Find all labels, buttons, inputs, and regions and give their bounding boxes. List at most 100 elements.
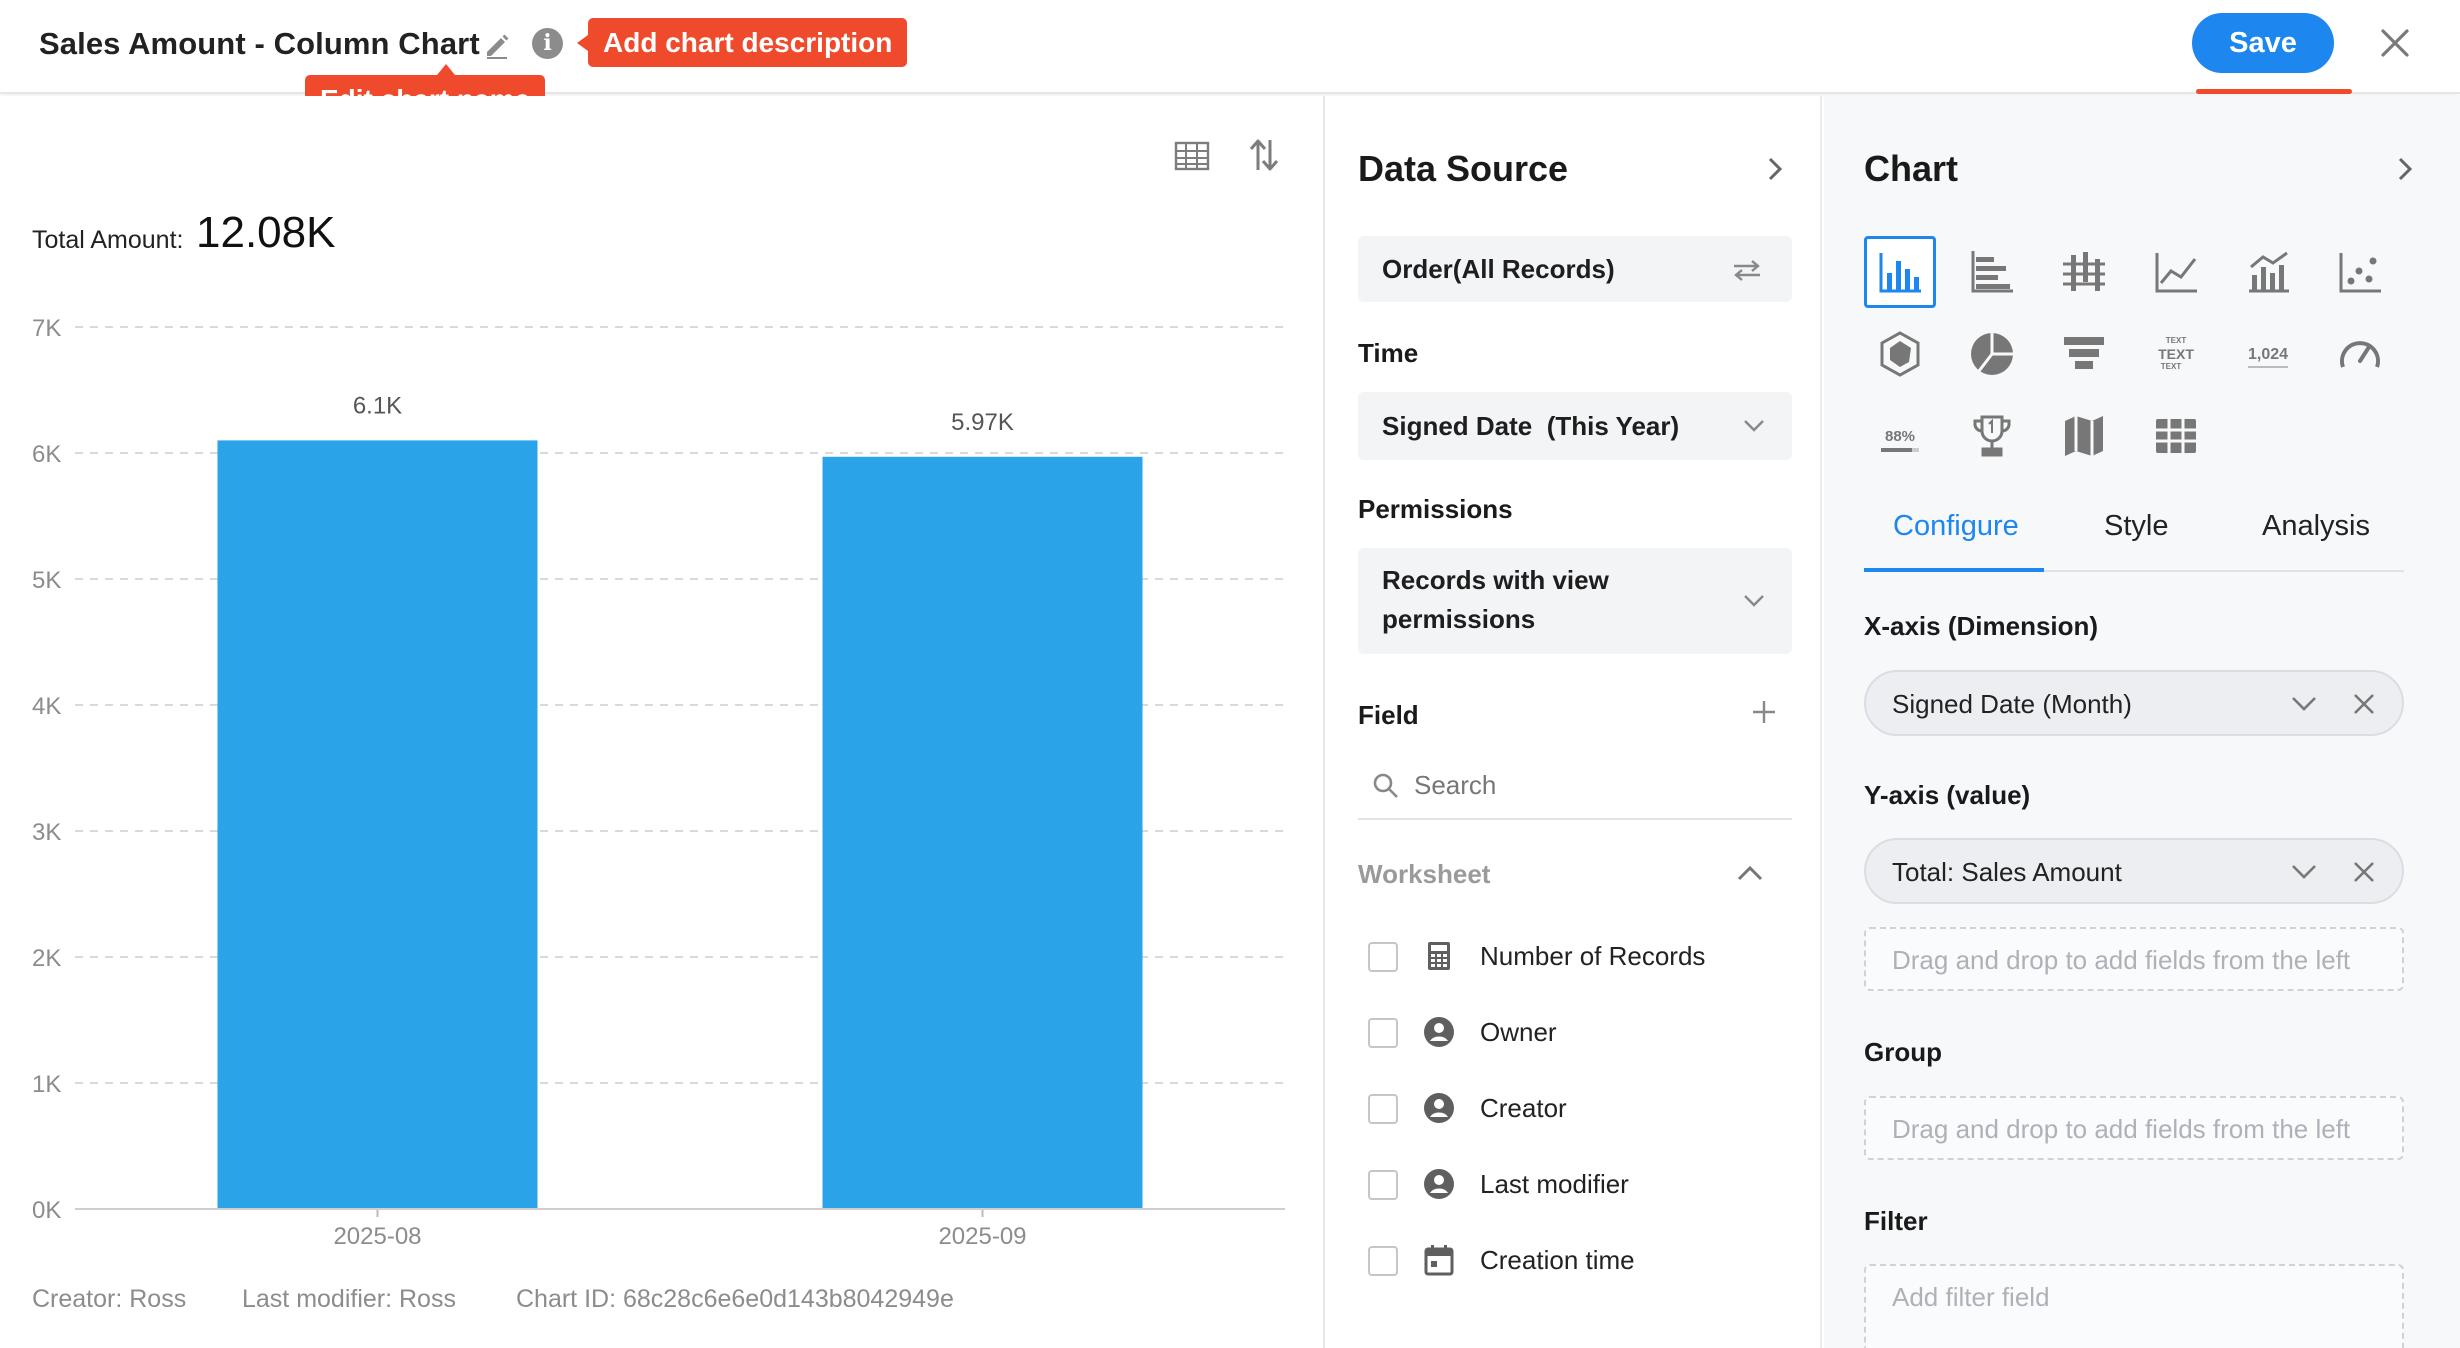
pie-chart-icon[interactable] [1956, 318, 2028, 390]
y-tick-label: 1K [32, 1071, 61, 1098]
remove-icon[interactable] [2350, 690, 2378, 718]
data-source-title: Data Source [1358, 148, 1569, 189]
y-tick-label: 0K [32, 1197, 61, 1224]
y-axis-value: Total: Sales Amount [1892, 857, 2122, 887]
chevron-down-icon[interactable] [2290, 862, 2318, 882]
field-search-input[interactable]: Search [1358, 758, 1792, 820]
footer-last-modifier: Last modifier: Ross [242, 1285, 456, 1313]
permissions-selector[interactable]: Records with view permissions [1358, 548, 1792, 654]
gauge-icon[interactable] [2324, 318, 2396, 390]
swap-icon[interactable] [1730, 258, 1764, 282]
field-label-text: Creator [1480, 1093, 1567, 1123]
table-view-icon[interactable] [1174, 140, 1210, 172]
word-cloud-icon[interactable]: TEXT TEXT TEXT [2140, 318, 2212, 390]
callout-add-description: Add chart description [576, 18, 908, 67]
total-amount-value: 12.08K [196, 208, 336, 257]
field-checkbox[interactable] [1368, 1246, 1398, 1276]
field-checkbox[interactable] [1368, 1094, 1398, 1124]
filter-label: Filter [1864, 1206, 1928, 1236]
group-dropzone[interactable]: Drag and drop to add fields from the lef… [1864, 1096, 2404, 1160]
worksheet-field-row[interactable]: Creator [1368, 1084, 1788, 1132]
svg-text:TEXT: TEXT [2161, 362, 2182, 371]
y-axis-dropzone[interactable]: Drag and drop to add fields from the lef… [1864, 927, 2404, 991]
worksheet-label[interactable]: Worksheet [1358, 859, 1491, 889]
combo-chart-icon[interactable] [2232, 236, 2304, 308]
pencil-icon[interactable] [481, 28, 513, 60]
line-chart-icon[interactable] [2140, 236, 2212, 308]
time-value: Signed Date (This Year) [1382, 411, 1680, 441]
radar-chart-icon[interactable] [1864, 318, 1936, 390]
chevron-down-icon [1744, 595, 1764, 607]
field-checkbox[interactable] [1368, 942, 1398, 972]
worksheet-field-row[interactable]: Number of Records [1368, 932, 1788, 980]
tabs-divider [1864, 570, 2404, 572]
field-label-text: Number of Records [1480, 941, 1706, 971]
chevron-right-icon[interactable] [2394, 154, 2416, 184]
person-icon [1424, 1017, 1454, 1047]
permissions-value-line1: Records with view [1382, 565, 1609, 595]
dropzone-hint: Drag and drop to add fields from the lef… [1892, 1114, 2351, 1144]
x-tick-label: 2025-08 [333, 1223, 421, 1250]
map-icon[interactable] [2048, 400, 2120, 472]
ranking-icon[interactable] [1956, 400, 2028, 472]
bar-2025-09[interactable] [822, 456, 1143, 1209]
x-tick-label: 2025-09 [938, 1223, 1026, 1250]
sort-icon[interactable] [1248, 136, 1280, 174]
bar-2025-08[interactable] [217, 440, 538, 1209]
worksheet-field-row[interactable]: Creation time [1368, 1236, 1788, 1284]
calendar-icon [1424, 1245, 1454, 1276]
chevron-right-icon[interactable] [1764, 154, 1786, 184]
y-axis-field[interactable]: Total: Sales Amount [1864, 838, 2404, 904]
worksheet-field-row[interactable]: Owner [1368, 1008, 1788, 1056]
x-axis-field[interactable]: Signed Date (Month) [1864, 670, 2404, 736]
footer-creator: Creator: Ross [32, 1285, 187, 1313]
svg-text:1,024: 1,024 [2248, 346, 2288, 363]
x-axis-value: Signed Date (Month) [1892, 689, 2132, 719]
y-tick-label: 6K [32, 441, 61, 468]
add-field-icon[interactable] [1750, 698, 1778, 726]
time-label: Time [1358, 338, 1419, 368]
search-placeholder: Search [1414, 770, 1497, 800]
info-icon[interactable]: i [532, 28, 563, 59]
field-label-text: Owner [1480, 1017, 1557, 1047]
tab-configure[interactable]: Configure [1893, 510, 2019, 542]
tab-analysis[interactable]: Analysis [2262, 510, 2370, 542]
time-selector[interactable]: Signed Date (This Year) [1358, 392, 1792, 460]
data-source-selector[interactable]: Order(All Records) [1358, 236, 1792, 302]
filter-dropzone[interactable]: Add filter field [1864, 1264, 2404, 1348]
field-label-text: Last modifier [1480, 1169, 1629, 1199]
group-label: Group [1864, 1037, 1942, 1067]
y-tick-label: 7K [32, 315, 61, 342]
funnel-chart-icon[interactable] [2048, 318, 2120, 390]
x-axis-label: X-axis (Dimension) [1864, 611, 2099, 641]
close-icon[interactable] [2375, 23, 2415, 63]
data-source-value: Order(All Records) [1382, 254, 1615, 284]
chevron-down-icon[interactable] [2290, 694, 2318, 714]
data-label: 6.1K [353, 392, 402, 419]
column-chart-icon[interactable] [1864, 236, 1936, 308]
worksheet-field-row[interactable]: Last modifier [1368, 1160, 1788, 1208]
svg-text:TEXT: TEXT [2166, 336, 2187, 345]
scatter-chart-icon[interactable] [2324, 236, 2396, 308]
save-highlight-underline [2196, 89, 2352, 94]
bar-chart-icon[interactable] [1956, 236, 2028, 308]
chart-config-title: Chart [1864, 148, 1959, 189]
progress-icon[interactable]: 88% [1864, 400, 1936, 472]
field-checkbox[interactable] [1368, 1170, 1398, 1200]
remove-icon[interactable] [2350, 858, 2378, 886]
column-chart: 0K 1K 2K 3K 4K 5K 6K 7K 6.1K 2025-08 5.97K 2025-09 [32, 315, 1285, 1250]
footer-chart-id: Chart ID: 68c28c6e6e0d143b8042949e [516, 1285, 954, 1313]
chevron-up-icon[interactable] [1735, 862, 1765, 884]
search-icon [1373, 773, 1398, 798]
pivot-table-icon[interactable] [2140, 400, 2212, 472]
field-checkbox[interactable] [1368, 1018, 1398, 1048]
y-axis-label: Y-axis (value) [1864, 780, 2031, 810]
stacked-bar-icon[interactable] [2048, 236, 2120, 308]
dropzone-hint: Drag and drop to add fields from the lef… [1892, 945, 2351, 975]
tab-style[interactable]: Style [2104, 510, 2169, 542]
chart-title[interactable]: Sales Amount - Column Chart [39, 26, 480, 61]
save-button[interactable]: Save [2192, 13, 2334, 73]
data-label: 5.97K [951, 409, 1014, 436]
number-card-icon[interactable]: 1,024 [2232, 318, 2304, 390]
y-tick-label: 5K [32, 567, 61, 594]
